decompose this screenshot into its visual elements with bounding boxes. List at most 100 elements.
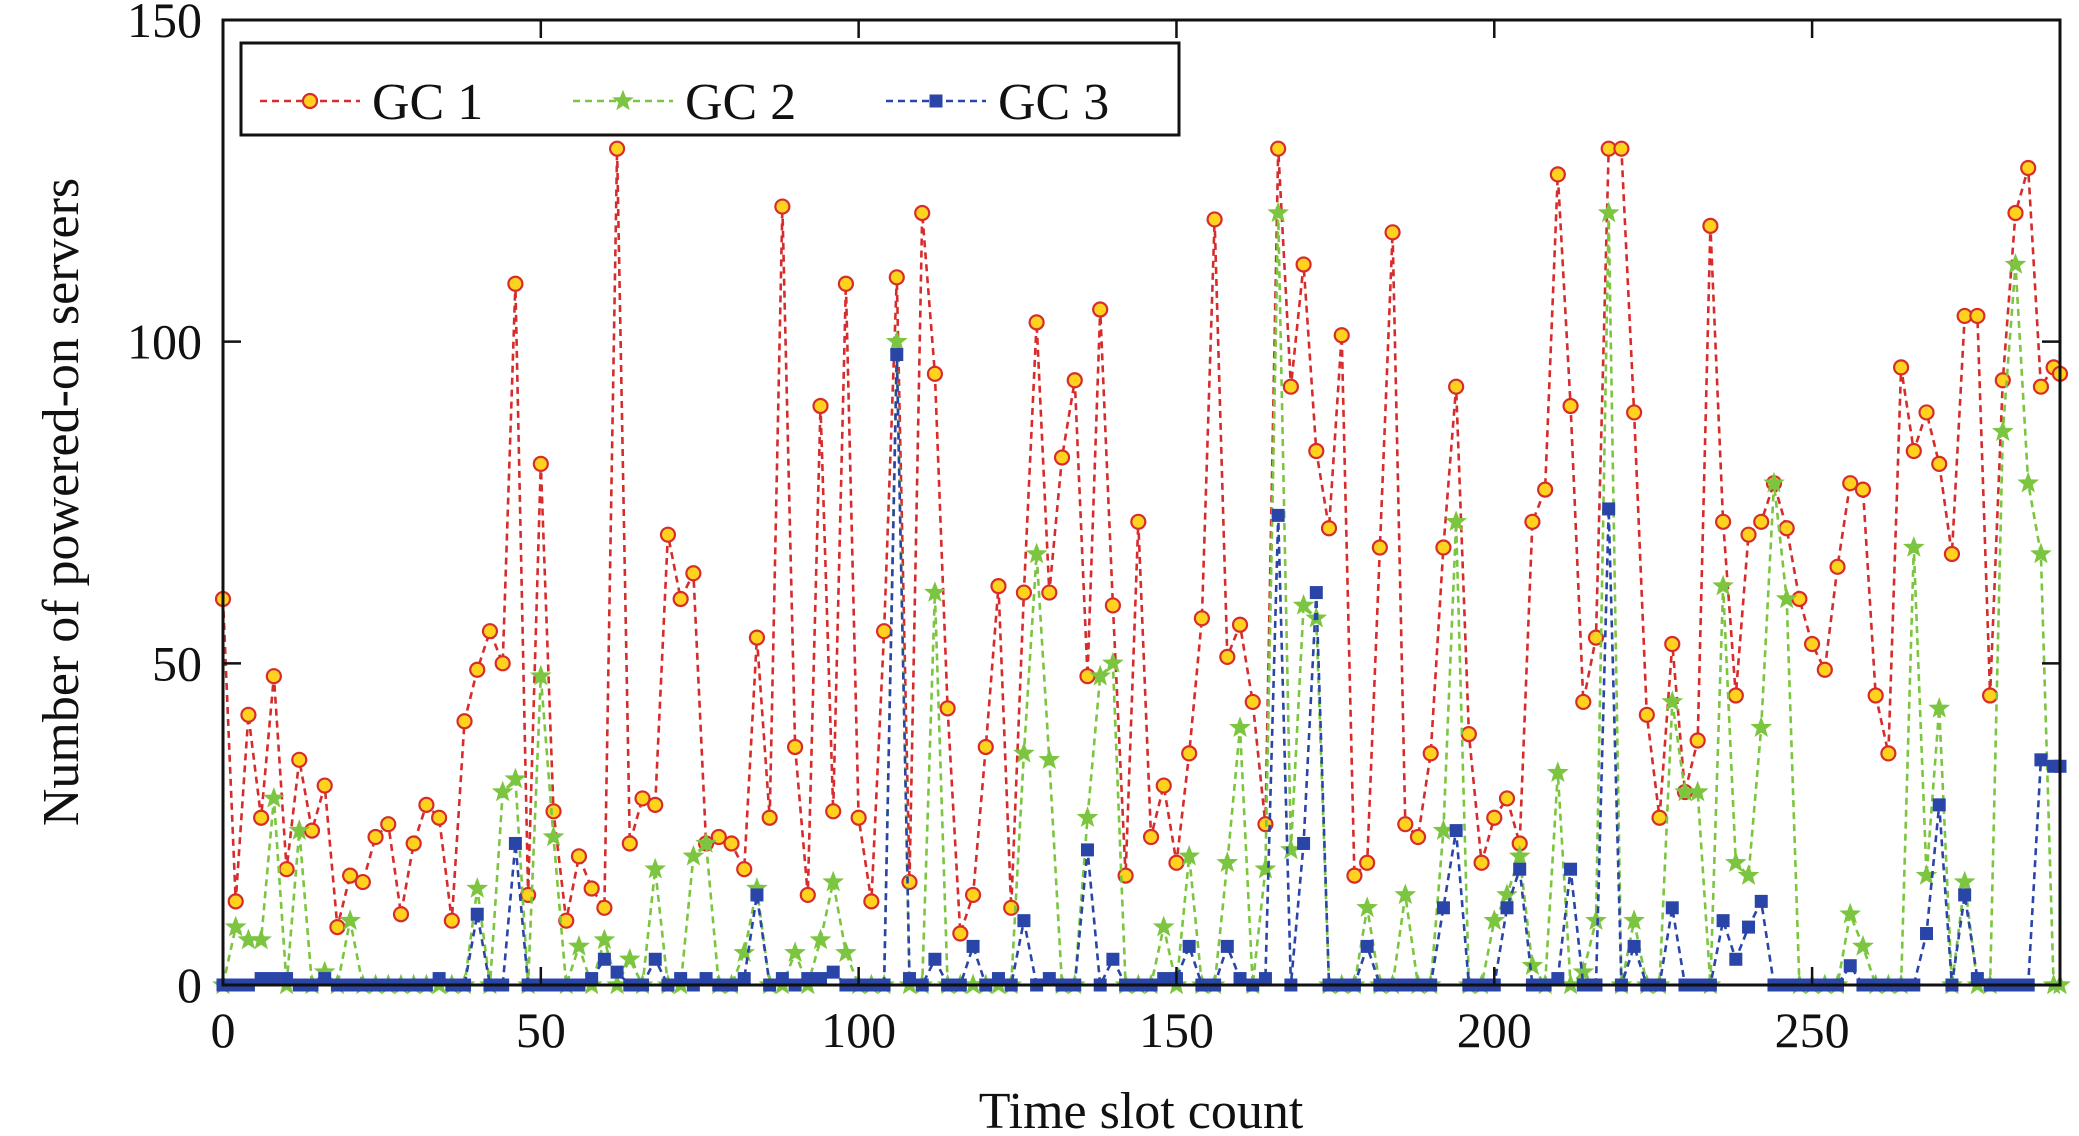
data-point-gc-1: [558, 912, 575, 929]
data-point-gc-1: [342, 867, 359, 884]
data-point-gc-1: [532, 455, 549, 472]
data-point-gc-1: [1664, 635, 1681, 653]
data-point-gc-1: [1219, 648, 1236, 666]
data-point-gc-1: [392, 906, 410, 923]
data-point-gc-1: [456, 713, 473, 730]
data-point-gc-1: [1384, 224, 1401, 241]
data-point-gc-3: [826, 965, 840, 979]
data-point-gc-1: [1918, 404, 1935, 421]
x-tick-label: 150: [1139, 1002, 1214, 1058]
data-point-gc-3: [1449, 824, 1463, 838]
data-point-gc-1: [875, 623, 893, 640]
data-point-gc-2: [262, 786, 285, 808]
data-point-gc-2: [784, 941, 806, 963]
data-point-gc-1: [1549, 166, 1566, 183]
data-point-gc-1: [469, 661, 486, 678]
data-point-gc-1: [1715, 513, 1732, 530]
data-point-gc-1: [1320, 520, 1338, 537]
data-point-gc-1: [1524, 513, 1541, 530]
data-point-gc-3: [801, 972, 815, 986]
data-point-gc-2: [1763, 471, 1785, 493]
data-point-gc-3: [1309, 586, 1323, 600]
data-point-gc-1: [1969, 307, 1986, 325]
legend-marker-gc-2: [612, 89, 634, 111]
data-point-gc-1: [2007, 204, 2024, 222]
y-tick-label: 150: [127, 0, 202, 48]
legend-label-gc-3: GC 3: [998, 74, 1109, 131]
data-point-gc-1: [596, 899, 613, 916]
data-point-gc-1: [837, 275, 855, 292]
data-point-gc-1: [1727, 687, 1744, 704]
data-point-gc-2: [924, 581, 946, 602]
data-point-gc-1: [405, 835, 422, 852]
data-point-gc-2: [1356, 896, 1379, 918]
data-point-gc-1: [1028, 314, 1045, 331]
data-point-gc-1: [1892, 359, 1910, 376]
data-point-gc-2: [1839, 902, 1862, 924]
data-point-gc-3: [928, 952, 942, 966]
plot-frame: [221, 18, 2062, 987]
data-point-gc-2: [288, 819, 311, 840]
data-point-gc-3: [2034, 753, 2048, 767]
data-point-gc-2: [1267, 201, 1290, 223]
data-point-gc-1: [1943, 545, 1961, 563]
data-point-gc-3: [1360, 939, 1374, 953]
data-point-gc-1: [1638, 706, 1655, 723]
data-point-gc-3: [775, 972, 789, 986]
data-point-gc-2: [491, 780, 514, 802]
data-point-gc-2: [1686, 780, 1709, 802]
data-point-gc-2: [339, 909, 361, 930]
data-point-gc-1: [888, 269, 905, 286]
data-point-gc-3: [648, 952, 662, 966]
data-point-gc-1: [1206, 211, 1223, 228]
data-point-gc-1: [1626, 404, 1643, 421]
data-point-gc-1: [1880, 745, 1897, 762]
data-point-gc-2: [1292, 593, 1315, 615]
data-point-gc-2: [644, 857, 667, 879]
x-tick-label: 100: [821, 1002, 896, 1058]
x-axis-title: Time slot count: [979, 1083, 1304, 1136]
data-point-gc-1: [1397, 816, 1414, 833]
data-point-gc-3: [1958, 888, 1972, 902]
data-point-gc-3: [470, 907, 484, 921]
data-point-gc-2: [1546, 761, 1569, 782]
data-point-gc-1: [964, 886, 982, 904]
data-point-gc-1: [914, 204, 931, 222]
data-point-gc-3: [991, 972, 1005, 986]
data-point-gc-1: [1130, 513, 1147, 530]
data-point-gc-2: [224, 915, 247, 937]
data-point-gc-1: [952, 925, 969, 942]
data-point-gc-1: [1104, 597, 1121, 614]
data-point-gc-1: [723, 835, 740, 852]
data-point-gc-2: [1496, 883, 1518, 905]
plot-area: [212, 18, 2071, 995]
data-point-gc-1: [977, 738, 994, 756]
data-point-gc-3: [1920, 927, 1934, 941]
data-point-gc-2: [1902, 536, 1925, 557]
data-point-gc-1: [774, 198, 791, 215]
data-point-gc-2: [1852, 934, 1874, 956]
data-point-gc-1: [1981, 687, 1999, 704]
data-point-gc-2: [1076, 806, 1099, 827]
data-point-gc-3: [674, 972, 688, 986]
data-point-gc-1: [1422, 745, 1439, 762]
data-point-gc-1: [443, 912, 460, 929]
data-point-gc-1: [1816, 661, 1833, 678]
data-point-gc-1: [863, 893, 880, 910]
x-tick-labels: 0 50 100 150 200 250: [211, 1002, 1850, 1058]
data-point-gc-3: [1106, 952, 1120, 966]
data-point-gc-2: [809, 928, 832, 950]
data-point-gc-3: [737, 972, 751, 986]
data-point-gc-1: [570, 848, 588, 865]
data-point-gc-3: [1500, 901, 1514, 915]
data-point-gc-1: [1092, 301, 1109, 318]
data-point-gc-3: [1182, 939, 1196, 953]
data-point-gc-1: [1460, 725, 1477, 743]
data-point-gc-2: [593, 928, 616, 950]
x-tick-label: 50: [516, 1002, 566, 1058]
data-point-gc-3: [1665, 901, 1679, 915]
data-point-gc-1: [253, 809, 270, 826]
data-point-gc-1: [1053, 449, 1071, 466]
data-point-gc-1: [1282, 378, 1299, 395]
data-point-gc-1: [634, 790, 651, 807]
